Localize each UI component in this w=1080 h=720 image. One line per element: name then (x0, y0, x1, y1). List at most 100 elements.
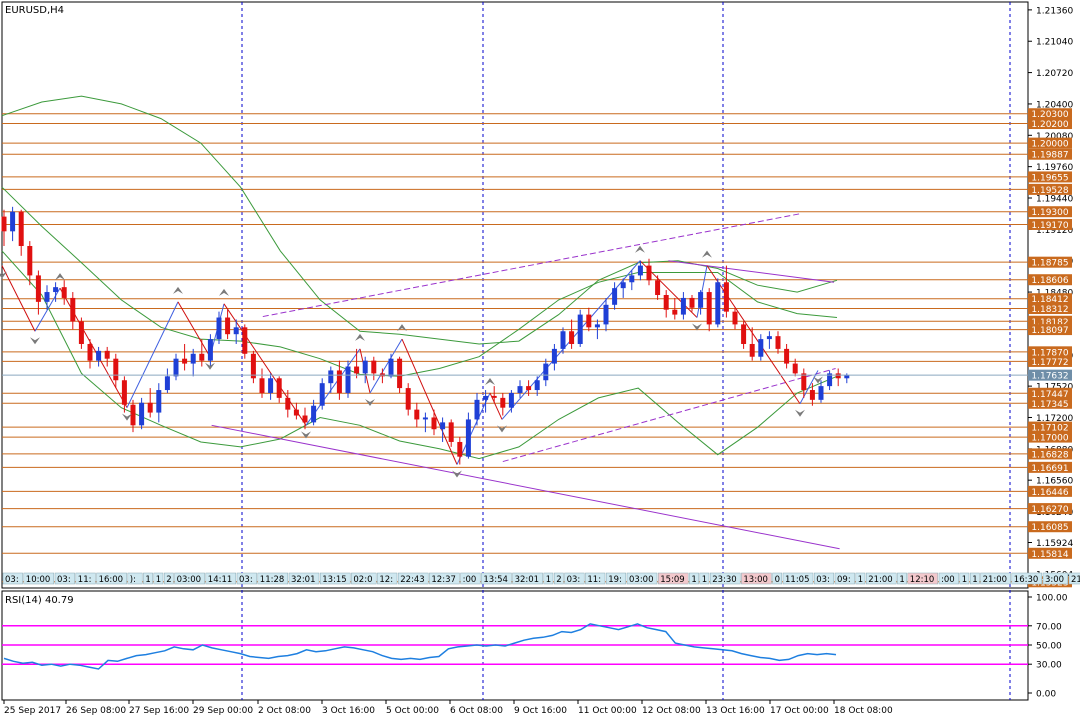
channel-top (262, 213, 801, 318)
level-label-bg (1028, 324, 1072, 336)
candle-down (61, 287, 67, 298)
fractal-down-icon (30, 337, 40, 345)
time-strip-label: 03: (239, 575, 253, 585)
candle-down (336, 370, 342, 393)
candle-down (801, 373, 807, 391)
candle-up (827, 373, 833, 387)
time-tick-label: 2 Oct 08:00 (258, 706, 311, 716)
fractal-up-icon (355, 333, 365, 341)
candle-down (526, 386, 532, 391)
time-strip-cell (377, 572, 398, 585)
time-strip-label: 11: (587, 575, 601, 585)
time-strip-label: 1 (691, 575, 696, 585)
zigzag-segment (177, 301, 211, 357)
candle-down (121, 380, 127, 405)
candle-down (457, 441, 463, 457)
time-strip-label: 03:00 (629, 575, 654, 585)
channel-bottom-rising (502, 368, 836, 463)
candle-down (199, 353, 205, 361)
time-strip-label: 21:00 (983, 575, 1008, 585)
time-strip-cell (429, 572, 460, 585)
rsi-tick-label: 70.00 (1036, 622, 1062, 632)
level-label-bg (1028, 108, 1072, 120)
time-strip-label: 23:30 (712, 575, 737, 585)
price-tick-label: 1.19440 (1036, 195, 1073, 205)
price-tick-label: 1.20400 (1036, 100, 1073, 110)
current-price-label: 1.17632 (1031, 372, 1068, 382)
rsi-tick-label: 100.00 (1036, 594, 1068, 604)
candle-up (268, 378, 274, 393)
level-label-bg (1028, 171, 1072, 183)
candle-up (465, 419, 471, 457)
level-label: 1.17447 (1031, 390, 1068, 400)
level-label-bg (1028, 293, 1072, 305)
fractal-down-icon (795, 409, 805, 417)
candle-up (233, 327, 239, 335)
fractal-down-icon (365, 398, 375, 406)
level-label-bg (1028, 303, 1072, 315)
level-label: 1.16085 (1031, 523, 1068, 533)
time-strip-label: 15:09 (660, 575, 685, 585)
level-label: 1.17870 (1031, 348, 1068, 358)
candle-up (10, 211, 16, 232)
time-strip-cell (23, 572, 55, 585)
time-strip-cell (257, 572, 289, 585)
candle-up (560, 331, 566, 349)
time-strip-label: :00 (941, 575, 955, 585)
level-label-bg (1028, 485, 1072, 497)
time-strip-label: 2 (166, 575, 171, 585)
time-strip-label: 03: (567, 575, 581, 585)
candle-down (689, 297, 695, 308)
time-strip-cell (127, 572, 143, 585)
time-strip-label: 03: (5, 575, 19, 585)
candle-up (173, 358, 179, 377)
candle-up (44, 292, 50, 302)
candle-down (35, 275, 41, 302)
channel-upper-falling (668, 260, 835, 283)
level-label-bg (1028, 148, 1072, 160)
time-strip-label: 16:30 (1014, 575, 1039, 585)
time-strip-cell (772, 572, 783, 585)
candle-up (698, 292, 704, 308)
time-strip-label: 19: (608, 575, 622, 585)
time-strip-cell (319, 572, 351, 585)
price-tick-label: 1.16560 (1036, 477, 1073, 487)
price-tick-label: 1.15924 (1036, 539, 1073, 549)
candle-up (612, 288, 618, 305)
time-strip-label: 13:15 (322, 575, 347, 585)
candle-up (577, 314, 583, 344)
time-strip-cell (75, 572, 96, 585)
level-label: 1.18785 (1031, 259, 1068, 269)
candle-down (87, 343, 93, 361)
level-label: 1.18182 (1031, 318, 1068, 328)
candle-down (706, 292, 712, 325)
fractal-down-icon (205, 362, 215, 370)
time-strip-cell (897, 572, 907, 585)
time-strip-cell (1068, 572, 1080, 585)
candle-up (207, 339, 213, 361)
zigzag-segment (126, 301, 179, 408)
band-middle (1, 186, 838, 377)
candle-down (354, 366, 360, 374)
time-tick-label: 6 Oct 08:00 (450, 706, 503, 716)
main-panel-frame (1, 1, 1029, 589)
rsi-tick-label: 0.00 (1036, 690, 1056, 700)
candle-up (483, 395, 489, 400)
candle-down (259, 378, 265, 393)
candle-up (388, 358, 394, 377)
time-strip-label: ): (130, 575, 136, 585)
time-strip-label: 12:10 (910, 575, 935, 585)
horizontal-levels (2, 113, 1028, 583)
candle-up (766, 336, 772, 340)
time-tick-label: 12 Oct 08:00 (642, 706, 701, 716)
time-strip-cell (2, 572, 23, 585)
price-tick-label: 1.20720 (1036, 69, 1073, 79)
time-strip-cell (605, 572, 627, 585)
time-strip-cell (205, 572, 237, 585)
candle-down (663, 295, 669, 310)
candle-down (723, 282, 729, 312)
level-label: 1.19655 (1031, 173, 1068, 183)
candle-down (27, 246, 33, 276)
candle-down (78, 321, 84, 344)
